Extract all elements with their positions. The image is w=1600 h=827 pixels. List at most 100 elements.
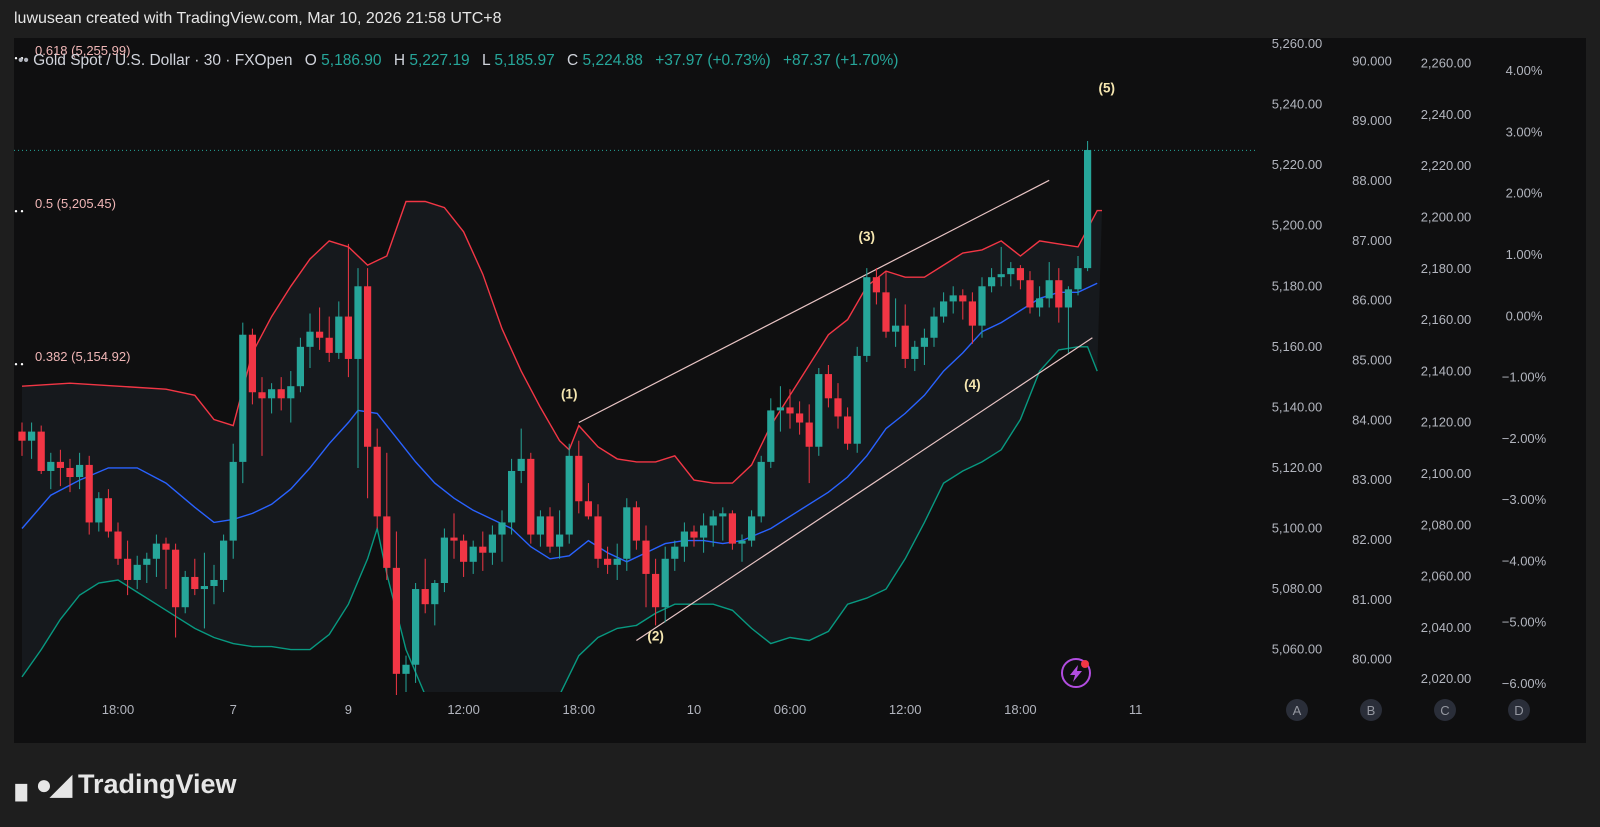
- candle-body: [105, 498, 112, 531]
- close-label: C: [567, 52, 578, 69]
- candle-body: [306, 332, 313, 347]
- candle-body: [230, 462, 237, 541]
- fib-level-label-2[interactable]: 0.5 (5,205.45): [35, 196, 116, 211]
- scale-d-tick-label: 1.00%: [1506, 247, 1543, 262]
- candle-body: [585, 501, 592, 516]
- candle[interactable]: [815, 368, 822, 456]
- price-tick-label: 5,100.00: [1272, 521, 1323, 536]
- wave-label-5[interactable]: (5): [1099, 81, 1116, 96]
- fib-level-label-3[interactable]: 0.382 (5,154.92): [35, 349, 130, 364]
- candle-body: [825, 374, 832, 398]
- scale-b-tick-label: 82.000: [1352, 532, 1392, 547]
- candle-body: [594, 516, 601, 558]
- candle[interactable]: [182, 571, 189, 613]
- candle-body: [162, 544, 169, 550]
- candle-body: [748, 516, 755, 540]
- candle[interactable]: [566, 444, 573, 544]
- candle-body: [66, 468, 73, 477]
- candle[interactable]: [527, 453, 534, 544]
- candle[interactable]: [441, 529, 448, 593]
- time-tick-label: 12:00: [889, 702, 922, 717]
- candle-body: [28, 432, 35, 441]
- scale-c-tick-label: 2,060.00: [1421, 569, 1472, 584]
- candle-body: [940, 301, 947, 316]
- candle-body: [86, 465, 93, 523]
- price-tick-label: 5,080.00: [1272, 581, 1323, 596]
- candle-body: [633, 507, 640, 540]
- candle-body: [556, 535, 563, 547]
- scale-c-tick-label: 2,100.00: [1421, 466, 1472, 481]
- candle-body: [239, 335, 246, 462]
- candle-body: [143, 559, 150, 565]
- scale-d-tick-label: −3.00%: [1502, 492, 1547, 507]
- candle-body: [700, 525, 707, 537]
- candle[interactable]: [38, 426, 45, 474]
- candle-body: [412, 589, 419, 665]
- candle-body: [47, 462, 54, 471]
- time-tick-label: 12:00: [447, 702, 480, 717]
- high-value: 5,227.19: [409, 52, 469, 69]
- scale-c-tick-label: 2,180.00: [1421, 261, 1472, 276]
- candle-body: [287, 386, 294, 398]
- candle-body: [950, 295, 957, 301]
- scale-c-tick-label: 2,020.00: [1421, 671, 1472, 686]
- candle-body: [1036, 298, 1043, 307]
- candle-body: [796, 413, 803, 422]
- candle-body: [220, 541, 227, 580]
- candle-body: [1007, 268, 1014, 274]
- candle-body: [575, 456, 582, 501]
- candle-body: [1046, 280, 1053, 298]
- scale-a-button[interactable]: A: [1286, 699, 1308, 721]
- candle-body: [930, 317, 937, 338]
- scale-c-button[interactable]: C: [1434, 699, 1456, 721]
- wave-label-3[interactable]: (3): [859, 229, 876, 244]
- candle[interactable]: [402, 656, 409, 692]
- candle-body: [911, 347, 918, 359]
- candle-body: [786, 407, 793, 413]
- candle[interactable]: [767, 398, 774, 468]
- scale-d-tick-label: −4.00%: [1502, 553, 1547, 568]
- candle-body: [719, 513, 726, 516]
- scale-b-button[interactable]: B: [1360, 699, 1382, 721]
- candle-body: [268, 389, 275, 398]
- wave-label-4[interactable]: (4): [964, 377, 981, 392]
- candle-body: [182, 577, 189, 607]
- wave-label-2[interactable]: (2): [647, 629, 664, 644]
- scale-b-tick-label: 81.000: [1352, 592, 1392, 607]
- lightning-icon[interactable]: [1062, 659, 1090, 687]
- time-tick-label: 10: [687, 702, 701, 717]
- tradingview-logo-icon: ▖●◢: [16, 768, 70, 801]
- candle-body: [815, 374, 822, 447]
- scale-b-tick-label: 89.000: [1352, 113, 1392, 128]
- candle-body: [95, 498, 102, 522]
- scale-d-button[interactable]: D: [1508, 699, 1530, 721]
- candle-body: [383, 516, 390, 567]
- candle[interactable]: [854, 347, 861, 453]
- candle-body: [114, 532, 121, 559]
- candle-body: [652, 574, 659, 607]
- candle[interactable]: [172, 544, 179, 638]
- candle-body: [854, 356, 861, 444]
- candle-body: [834, 398, 841, 416]
- price-tick-label: 5,260.00: [1272, 38, 1323, 51]
- price-tick-label: 5,180.00: [1272, 278, 1323, 293]
- fib-dot: [21, 210, 23, 212]
- scale-c-tick-label: 2,080.00: [1421, 517, 1472, 532]
- candle-body: [191, 577, 198, 589]
- scale-b-tick-label: 87.000: [1352, 233, 1392, 248]
- scale-b-tick-label: 85.000: [1352, 353, 1392, 368]
- candle[interactable]: [758, 456, 765, 523]
- candle[interactable]: [239, 323, 246, 483]
- candle-body: [38, 432, 45, 471]
- candle-body: [18, 432, 25, 441]
- time-tick-label: 9: [345, 702, 352, 717]
- candle-body: [844, 416, 851, 443]
- candle-body: [873, 277, 880, 292]
- price-chart[interactable]: (1) (2) (3) (4) (5) 0.618 (5,255.99) 0.5 (5,2…: [14, 38, 1586, 743]
- symbol-name[interactable]: Gold Spot / U.S. Dollar · 30 · FXOpen: [33, 52, 292, 69]
- candle[interactable]: [863, 268, 870, 362]
- wave-label-1[interactable]: (1): [561, 386, 578, 401]
- candle[interactable]: [1084, 141, 1091, 271]
- chart-panel[interactable]: (1) (2) (3) (4) (5) 0.618 (5,255.99) 0.5 (5,2…: [14, 38, 1586, 743]
- scale-d-tick-label: −6.00%: [1502, 676, 1547, 691]
